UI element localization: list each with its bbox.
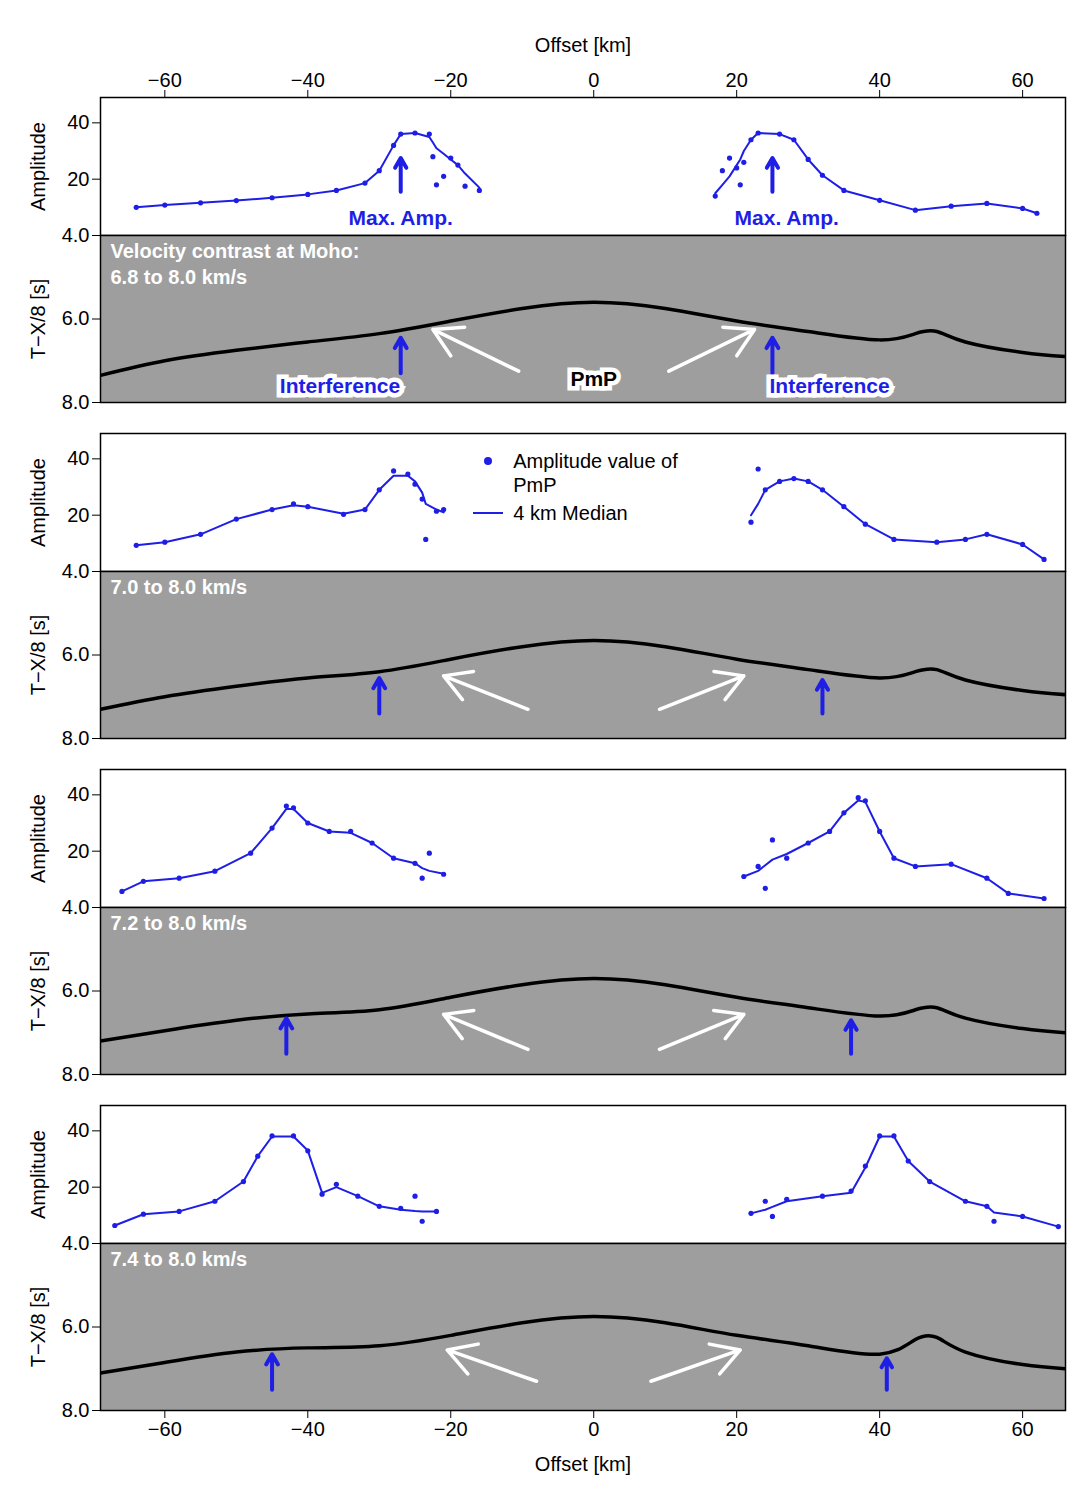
svg-text:6.0: 6.0 <box>62 643 90 665</box>
svg-text:8.0: 8.0 <box>62 1399 90 1421</box>
svg-text:4.0: 4.0 <box>62 560 90 582</box>
html-text:Amplitude value of PmP: Amplitude value of PmP <box>513 450 678 496</box>
svg-text:−20: −20 <box>434 1418 468 1440</box>
svg-text:40: 40 <box>869 69 891 91</box>
svg-text:8.0: 8.0 <box>62 727 90 749</box>
svg-text:T−X/8 [s]: T−X/8 [s] <box>27 279 49 360</box>
svg-text:4.0: 4.0 <box>62 1232 90 1254</box>
svg-text:−20: −20 <box>434 69 468 91</box>
svg-text:Max. Amp.: Max. Amp. <box>349 206 453 229</box>
svg-text:20: 20 <box>67 168 89 190</box>
svg-text:6.8 to 8.0 km/s: 6.8 to 8.0 km/s <box>111 266 248 288</box>
svg-text:T−X/8 [s]: T−X/8 [s] <box>27 1287 49 1368</box>
html-text:4 km Median: 4 km Median <box>513 502 628 524</box>
svg-text:40: 40 <box>67 447 89 469</box>
svg-text:−40: −40 <box>291 69 325 91</box>
svg-text:6.0: 6.0 <box>62 979 90 1001</box>
svg-text:60: 60 <box>1011 69 1033 91</box>
svg-text:Offset [km]: Offset [km] <box>535 34 631 56</box>
svg-text:Max. Amp.: Max. Amp. <box>735 206 839 229</box>
svg-text:20: 20 <box>726 1418 748 1440</box>
svg-text:Amplitude: Amplitude <box>27 122 49 211</box>
svg-text:Amplitude: Amplitude <box>27 1130 49 1219</box>
svg-text:T−X/8 [s]: T−X/8 [s] <box>27 615 49 696</box>
svg-text:60: 60 <box>1011 1418 1033 1440</box>
svg-text:Interference: Interference <box>280 374 400 397</box>
svg-text:4.0: 4.0 <box>62 896 90 918</box>
svg-text:0: 0 <box>588 1418 599 1440</box>
svg-text:7.0 to 8.0 km/s: 7.0 to 8.0 km/s <box>111 576 248 598</box>
svg-text:20: 20 <box>67 504 89 526</box>
svg-text:40: 40 <box>67 1119 89 1141</box>
svg-text:Amplitude: Amplitude <box>27 458 49 547</box>
svg-text:−60: −60 <box>148 1418 182 1440</box>
svg-text:40: 40 <box>869 1418 891 1440</box>
svg-text:20: 20 <box>67 1176 89 1198</box>
svg-text:−60: −60 <box>148 69 182 91</box>
svg-text:40: 40 <box>67 111 89 133</box>
svg-text:0: 0 <box>588 69 599 91</box>
svg-text:4.0: 4.0 <box>62 224 90 246</box>
svg-text:6.0: 6.0 <box>62 1315 90 1337</box>
svg-text:−40: −40 <box>291 1418 325 1440</box>
svg-text:20: 20 <box>67 840 89 862</box>
svg-text:7.4 to 8.0 km/s: 7.4 to 8.0 km/s <box>111 1248 248 1270</box>
svg-text:8.0: 8.0 <box>62 1063 90 1085</box>
svg-text:40: 40 <box>67 783 89 805</box>
svg-text:Velocity contrast at Moho:: Velocity contrast at Moho: <box>111 240 360 262</box>
svg-text:Offset [km]: Offset [km] <box>535 1453 631 1475</box>
svg-text:Amplitude: Amplitude <box>27 794 49 883</box>
svg-text:8.0: 8.0 <box>62 391 90 413</box>
svg-text:PmP: PmP <box>570 367 617 390</box>
svg-text:7.2 to 8.0 km/s: 7.2 to 8.0 km/s <box>111 912 248 934</box>
svg-text:T−X/8 [s]: T−X/8 [s] <box>27 951 49 1032</box>
svg-text:Interference: Interference <box>770 374 890 397</box>
svg-text:6.0: 6.0 <box>62 307 90 329</box>
svg-text:20: 20 <box>726 69 748 91</box>
